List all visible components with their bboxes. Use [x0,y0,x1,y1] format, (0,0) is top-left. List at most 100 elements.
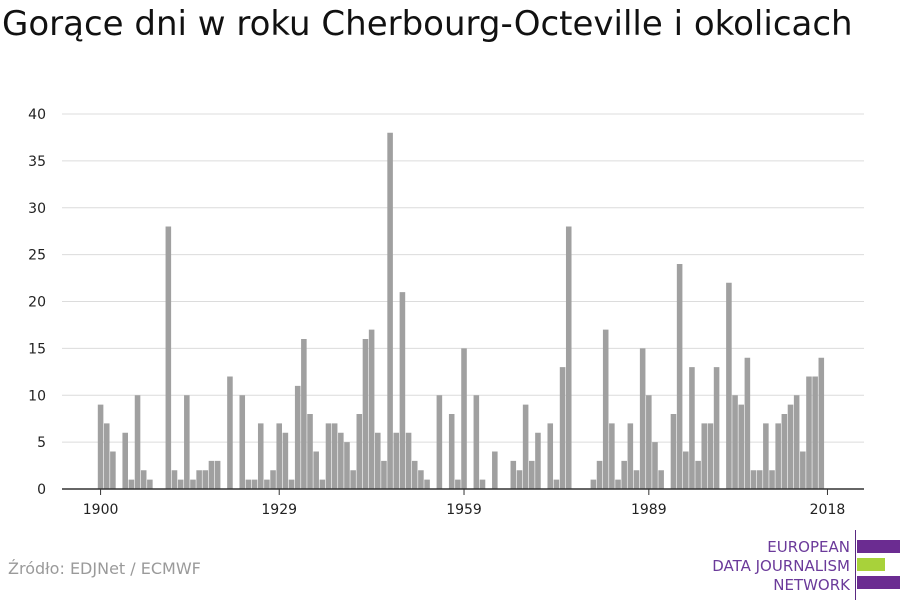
bar-1917 [202,470,209,489]
logo-bar-top [857,540,900,553]
bar-1962 [479,479,486,489]
bars [97,132,825,489]
bar-1911 [165,226,172,489]
bar-1943 [362,339,369,489]
logo-bar-bottom [857,576,900,589]
bar-1941 [350,470,356,489]
bar-1958 [455,479,461,489]
bar-1915 [190,479,196,489]
bar-1993 [670,414,677,489]
bar-2007 [756,470,763,489]
bar-1926 [257,423,264,489]
bar-1932 [294,385,301,489]
bar-1947 [387,132,393,489]
bar-1994 [676,264,683,489]
bar-1949 [399,292,406,489]
logo-separator [855,530,856,600]
x-tick-label: 1989 [631,502,667,518]
bar-1931 [288,479,295,489]
bar-1961 [473,395,480,489]
bar-1964 [492,451,498,489]
bar-1951 [411,460,418,489]
bar-1939 [338,432,344,489]
bar-1973 [547,423,554,489]
y-tick-label: 30 [28,201,46,217]
bar-1936 [319,479,326,489]
bar-1948 [393,432,400,489]
bar-1930 [282,432,289,489]
bar-2013 [793,395,800,489]
y-tick-label: 25 [28,248,46,264]
y-tick-label: 0 [37,482,46,498]
x-tick-label: 2018 [810,502,846,518]
axes: 0 5 10 15 20 25 30 35 40 1900 1929 1959 1989 2018 [28,107,864,518]
bar-1902 [110,451,116,489]
bar-1950 [405,432,412,489]
bar-1995 [683,451,689,489]
bar-1912 [171,470,178,489]
bar-1984 [615,479,621,489]
y-tick-label: 40 [28,107,46,123]
bar-1985 [621,460,627,489]
bar-1996 [689,367,695,489]
y-tick-label: 20 [28,295,46,311]
bar-1934 [307,414,313,489]
bar-2010 [775,423,781,489]
bar-1919 [214,460,221,489]
y-tick-label: 10 [28,388,46,404]
bar-2016 [812,376,818,489]
chart-title: Gorące dni w roku Cherbourg-Octeville i … [2,4,853,44]
bar-2011 [781,414,788,489]
bar-1924 [245,479,252,489]
bar-1900 [97,404,104,489]
bar-1970 [529,460,535,489]
bar-1925 [251,479,258,489]
bar-2008 [763,423,769,489]
bar-1969 [522,404,529,489]
bar-1942 [356,414,363,489]
bar-1921 [227,376,233,489]
bar-1918 [208,460,215,489]
bar-1953 [424,479,430,489]
bar-2002 [726,282,732,489]
bar-1998 [701,423,708,489]
bar-1929 [276,423,282,489]
bar-1968 [516,470,523,489]
logo-line-european: EUROPEAN [767,538,850,556]
bar-1923 [239,395,246,489]
bar-1971 [535,432,541,489]
bar-1988 [639,348,646,489]
bar-1906 [134,395,141,489]
bar-2015 [806,376,812,489]
bar-1904 [122,432,128,489]
bar-1901 [103,423,110,489]
bar-1914 [184,395,190,489]
bar-1908 [147,479,153,489]
bar-1916 [196,470,202,489]
bar-1976 [565,226,572,489]
y-tick-label: 5 [37,435,46,451]
edjnet-logo: EUROPEAN DATA JOURNALISM NETWORK [700,530,900,600]
bar-1957 [448,414,455,489]
bar-1955 [436,395,443,489]
bar-1907 [140,470,147,489]
bar-1997 [695,460,701,489]
logo-line-data-journalism: DATA JOURNALISM [712,557,850,575]
bar-1959 [461,348,467,489]
bar-2005 [744,357,751,489]
bar-1905 [128,479,135,489]
bar-2012 [787,404,794,489]
x-tick-label: 1959 [446,502,482,518]
bar-1990 [652,442,658,489]
bar-2009 [769,470,775,489]
bar-1952 [418,470,424,489]
bar-1928 [270,470,276,489]
bar-2006 [750,470,757,489]
bar-1975 [559,367,566,489]
bar-1983 [609,423,615,489]
bar-1989 [646,395,652,489]
y-tick-label: 15 [28,341,46,357]
bar-2000 [713,367,720,489]
bar-1981 [596,460,603,489]
